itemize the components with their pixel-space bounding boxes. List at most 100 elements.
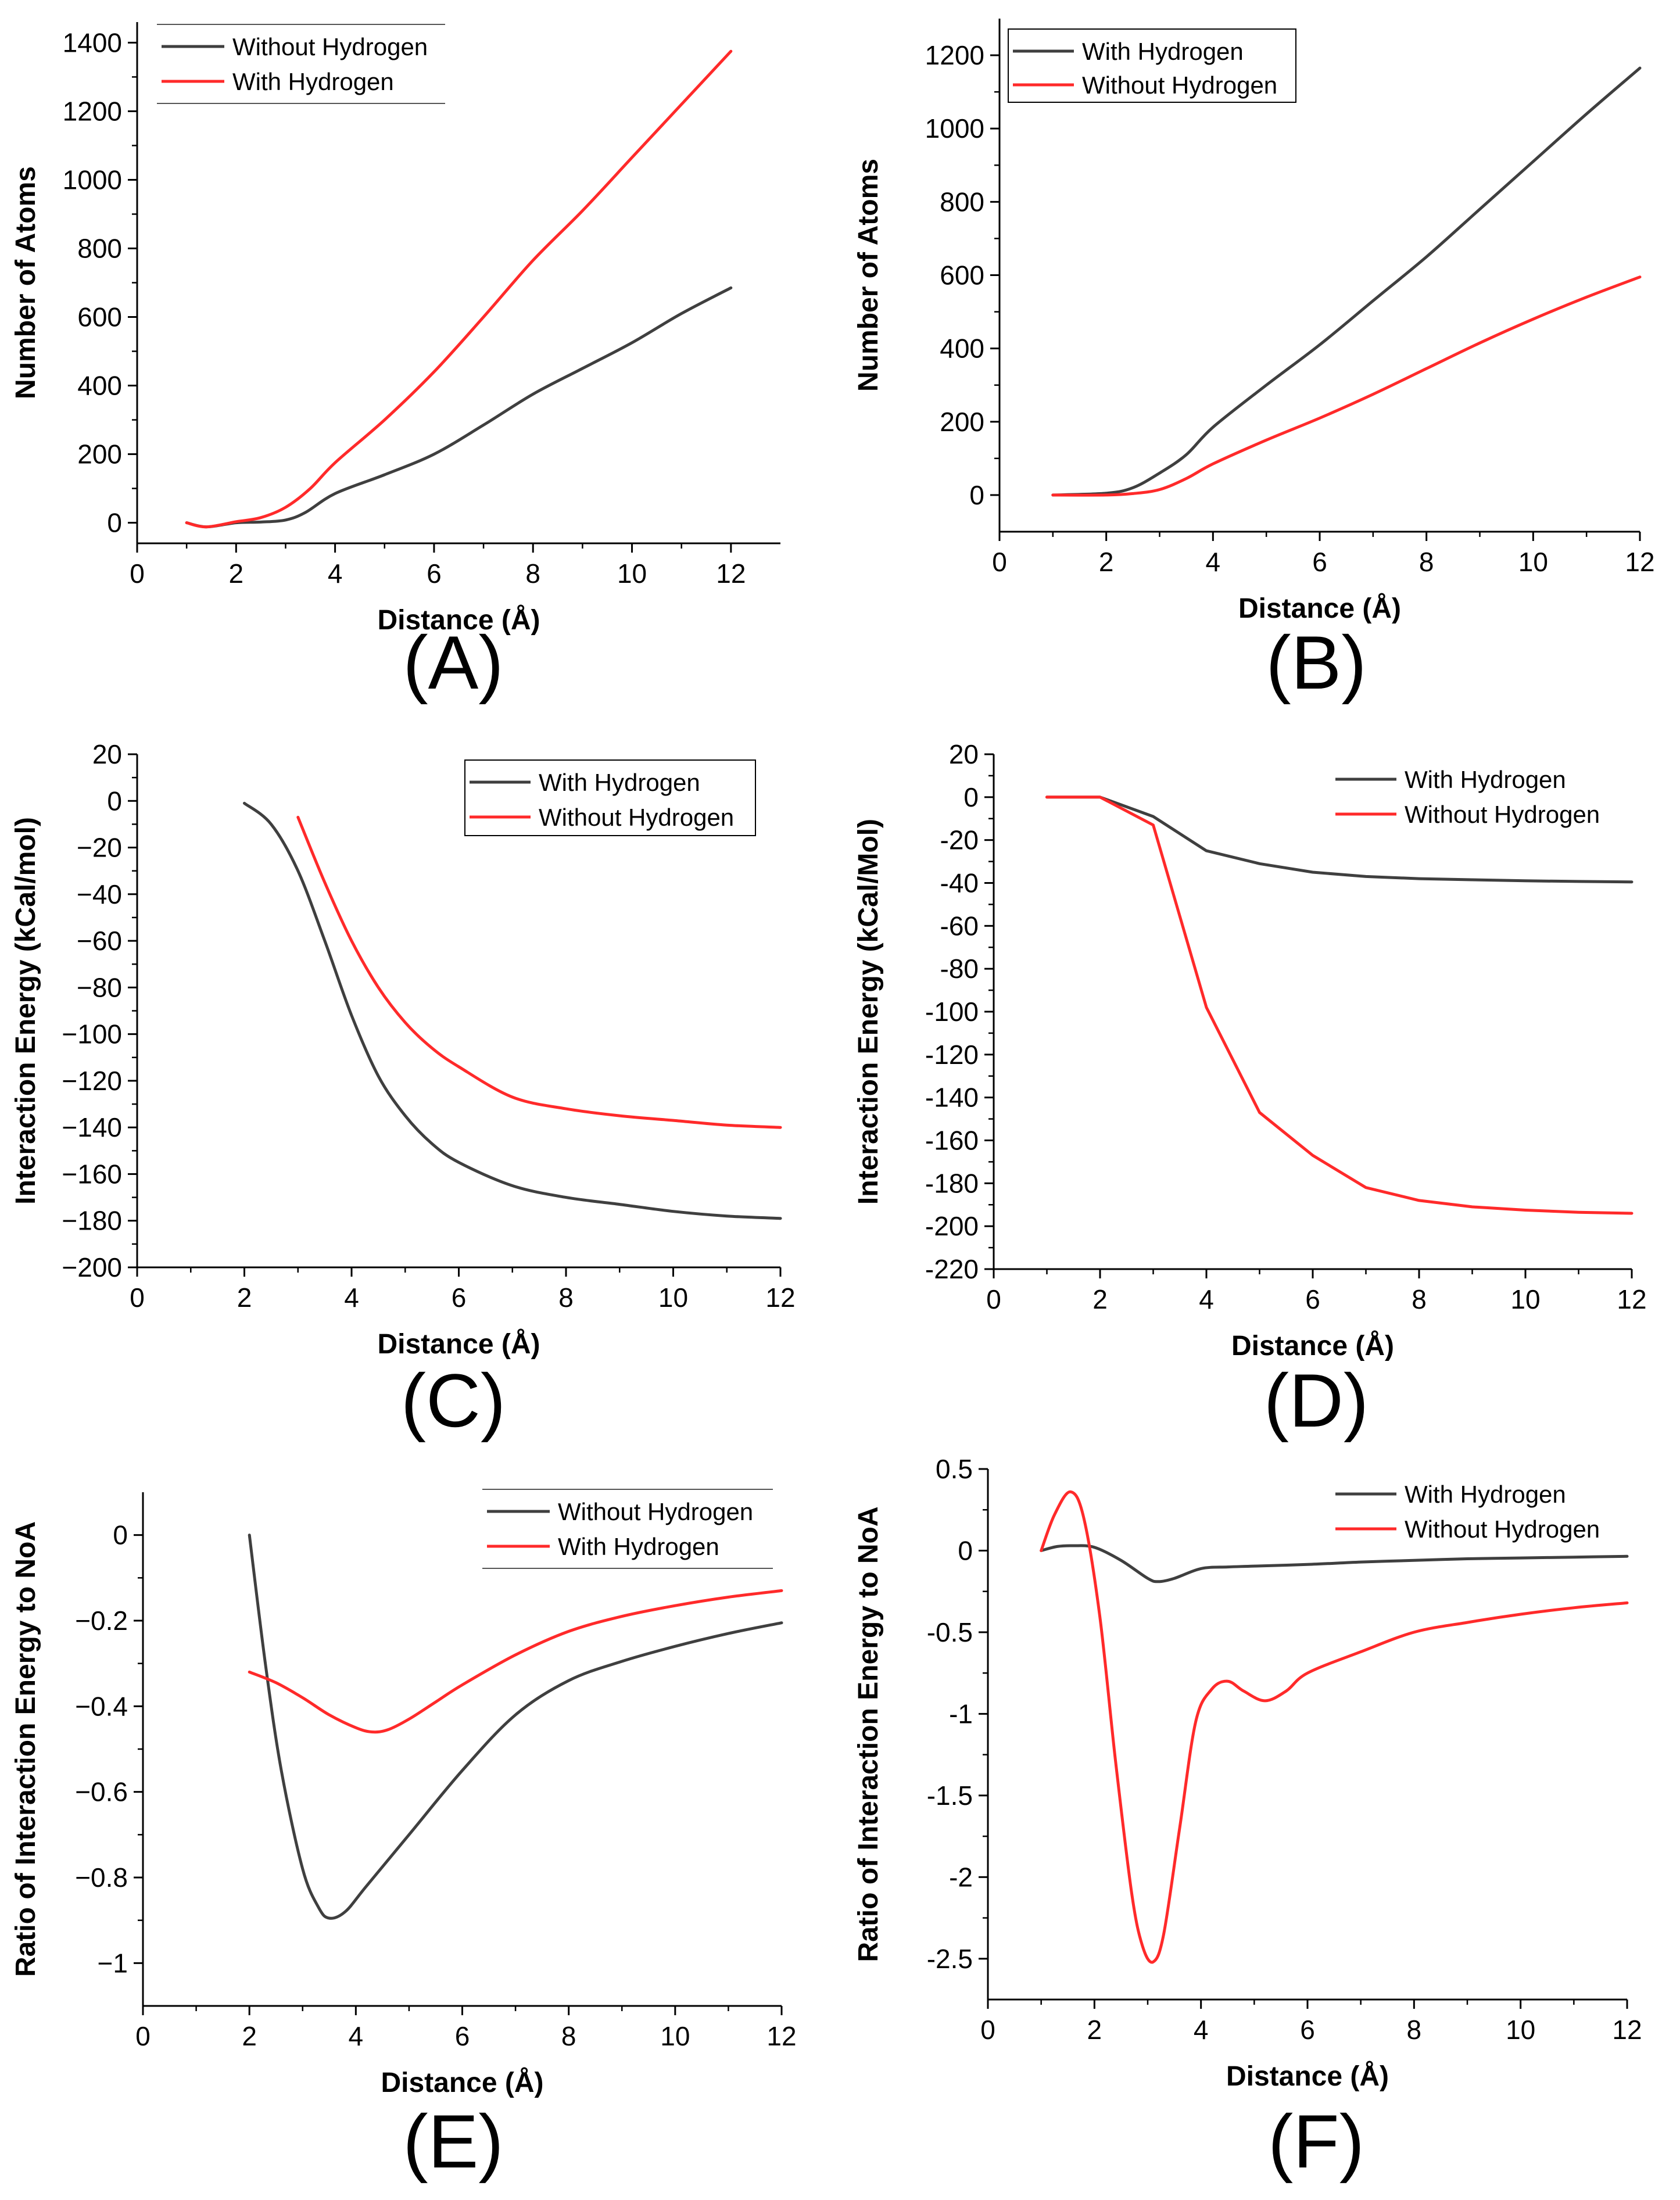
x-tick-label: 10 bbox=[660, 2021, 690, 2051]
x-tick-label: 12 bbox=[1612, 2015, 1642, 2045]
y-tick-label: −60 bbox=[77, 926, 122, 956]
y-tick-label: −120 bbox=[62, 1066, 122, 1096]
x-tick-label: 4 bbox=[349, 2021, 364, 2051]
y-tick-label: -60 bbox=[940, 911, 979, 941]
series-line-with-hydrogen bbox=[243, 801, 782, 1220]
x-tick-label: 10 bbox=[1510, 1284, 1540, 1314]
legend-label: Without Hydrogen bbox=[1405, 1515, 1600, 1543]
y-tick-label: -200 bbox=[925, 1211, 979, 1241]
series-line-without-hydrogen bbox=[185, 286, 733, 529]
y-tick-label: 0 bbox=[113, 1520, 128, 1550]
y-tick-label: -220 bbox=[925, 1254, 979, 1284]
y-axis-title: Interaction Energy (kCal/mol) bbox=[10, 817, 41, 1205]
series-line-without-hydrogen bbox=[1045, 796, 1634, 1215]
legend-label: With Hydrogen bbox=[232, 68, 394, 95]
x-tick-label: 6 bbox=[427, 558, 442, 589]
x-tick-label: 0 bbox=[130, 1282, 145, 1313]
series-line-without-hydrogen bbox=[1040, 1490, 1629, 1964]
x-tick-label: 8 bbox=[1412, 1284, 1427, 1314]
y-tick-label: 0 bbox=[107, 786, 122, 816]
panel-label: (A) bbox=[403, 620, 503, 705]
y-tick-label: 1200 bbox=[925, 40, 984, 70]
series-line-without-hydrogen bbox=[248, 1533, 783, 1920]
x-tick-label: 10 bbox=[1506, 2015, 1535, 2045]
x-tick-label: 12 bbox=[1617, 1284, 1646, 1314]
panel-f-chart: 0 2 4 6 8 10 12 -2.5 -2 -1.5 -1 -0.5 0 0.5 Distance (Å… bbox=[853, 1454, 1642, 2184]
panel-c-chart: 0 2 4 6 8 10 12−200−180−160−140−120−100−80−60−… bbox=[10, 739, 796, 1443]
y-tick-label: -100 bbox=[925, 997, 979, 1027]
y-tick-label: -80 bbox=[940, 954, 979, 984]
x-tick-label: 0 bbox=[135, 2021, 151, 2051]
series-line-without-hydrogen bbox=[1051, 275, 1642, 497]
y-tick-label: −40 bbox=[77, 879, 122, 909]
legend-label: Without Hydrogen bbox=[558, 1498, 753, 1525]
y-tick-label: -140 bbox=[925, 1083, 979, 1113]
x-tick-label: 4 bbox=[1206, 547, 1221, 577]
legend-label: Without Hydrogen bbox=[1082, 71, 1277, 99]
x-tick-label: 8 bbox=[1407, 2015, 1422, 2045]
panel-d-chart: 0 2 4 6 8 10 12-220-200-180-160-140-120-100-80… bbox=[853, 739, 1647, 1443]
y-tick-label: 20 bbox=[92, 739, 122, 769]
y-tick-label: -20 bbox=[940, 825, 979, 855]
x-tick-label: 10 bbox=[617, 558, 647, 589]
x-axis-title: Distance (Å) bbox=[377, 604, 540, 636]
y-tick-label: 800 bbox=[77, 233, 122, 263]
series-line-with-hydrogen bbox=[248, 1589, 783, 1734]
legend-label: With Hydrogen bbox=[539, 769, 700, 796]
y-tick-label: -0.5 bbox=[927, 1617, 973, 1647]
y-tick-label: −140 bbox=[62, 1112, 122, 1142]
legend-label: Without Hydrogen bbox=[1405, 801, 1600, 828]
series-line-with-hydrogen bbox=[1045, 796, 1634, 884]
legend-frame bbox=[464, 759, 756, 836]
y-tick-label: -120 bbox=[925, 1040, 979, 1070]
y-tick-label: 0 bbox=[969, 480, 984, 510]
y-tick-label: 20 bbox=[949, 739, 979, 769]
x-tick-label: 8 bbox=[558, 1282, 574, 1313]
legend-label: Without Hydrogen bbox=[232, 33, 428, 60]
y-tick-label: −20 bbox=[77, 833, 122, 863]
y-axis-title: Ratio of Interaction Energy to NoA bbox=[853, 1506, 884, 1962]
y-tick-label: -2.5 bbox=[927, 1944, 973, 1974]
series-line-without-hydrogen bbox=[296, 815, 782, 1129]
x-tick-label: 2 bbox=[242, 2021, 257, 2051]
x-axis-title: Distance (Å) bbox=[1231, 1330, 1394, 1361]
x-axis-title: Distance (Å) bbox=[377, 1328, 540, 1360]
y-tick-label: 0 bbox=[107, 508, 122, 538]
x-tick-label: 2 bbox=[1087, 2015, 1102, 2045]
legend-label: With Hydrogen bbox=[558, 1533, 719, 1560]
panel-label: (D) bbox=[1264, 1358, 1369, 1443]
x-tick-label: 0 bbox=[992, 547, 1007, 577]
x-axis-title: Distance (Å) bbox=[1226, 2061, 1389, 2092]
y-tick-label: 1000 bbox=[925, 113, 984, 144]
y-axis-title: Ratio of Interaction Energy to NoA bbox=[10, 1521, 41, 1977]
panel-label: (F) bbox=[1268, 2099, 1364, 2184]
y-tick-label: 0 bbox=[958, 1535, 973, 1565]
y-axis-title: Number of Atoms bbox=[10, 166, 41, 399]
x-tick-label: 2 bbox=[237, 1282, 252, 1313]
panel-b-chart: 0 2 4 6 8 10 12 0 200 400 600 800 1000 1200 Distance (… bbox=[853, 19, 1655, 705]
x-tick-label: 6 bbox=[1305, 1284, 1320, 1314]
x-tick-label: 0 bbox=[130, 558, 145, 589]
y-tick-label: −80 bbox=[77, 972, 122, 1002]
x-tick-label: 4 bbox=[1199, 1284, 1214, 1314]
y-tick-label: 800 bbox=[940, 187, 984, 217]
x-tick-label: 12 bbox=[766, 2021, 796, 2051]
y-tick-label: 1400 bbox=[63, 27, 122, 58]
legend-label: With Hydrogen bbox=[1405, 1481, 1566, 1508]
y-tick-label: 200 bbox=[940, 407, 984, 437]
y-tick-label: 600 bbox=[940, 260, 984, 291]
x-tick-label: 12 bbox=[716, 558, 746, 589]
x-tick-label: 10 bbox=[1518, 547, 1548, 577]
series-line-with-hydrogen bbox=[185, 49, 733, 529]
panel-e-chart: 0 2 4 6 8 10 12 −1 −0.8 −0.6 −0.4 −0.2 0 Distance (Å)… bbox=[10, 1489, 797, 2184]
y-tick-label: −180 bbox=[62, 1206, 122, 1236]
panel-label: (C) bbox=[401, 1358, 506, 1443]
panel-label: (E) bbox=[403, 2099, 503, 2184]
x-tick-label: 12 bbox=[765, 1282, 795, 1313]
x-tick-label: 6 bbox=[1300, 2015, 1315, 2045]
y-tick-label: 1000 bbox=[63, 164, 122, 195]
x-tick-label: 8 bbox=[525, 558, 540, 589]
y-tick-label: −200 bbox=[62, 1252, 122, 1282]
series-line-with-hydrogen bbox=[1040, 1544, 1629, 1583]
